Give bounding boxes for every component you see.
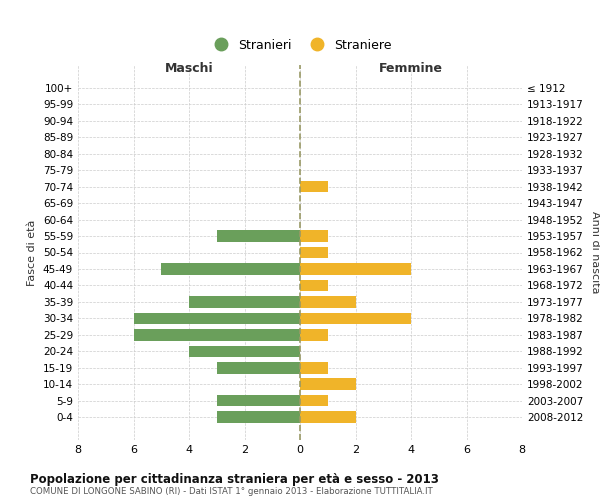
Bar <box>161 263 300 274</box>
Bar <box>300 263 411 274</box>
Legend: Stranieri, Straniere: Stranieri, Straniere <box>203 34 397 56</box>
Bar <box>300 280 328 291</box>
Text: Femmine: Femmine <box>379 62 443 74</box>
Y-axis label: Fasce di età: Fasce di età <box>28 220 37 286</box>
Bar <box>217 362 300 374</box>
Bar <box>300 296 355 308</box>
Bar <box>133 312 300 324</box>
Bar <box>300 362 328 374</box>
Bar <box>300 378 355 390</box>
Bar <box>217 412 300 423</box>
Bar <box>300 412 355 423</box>
Bar <box>300 395 328 406</box>
Bar <box>300 312 411 324</box>
Bar <box>189 296 300 308</box>
Bar <box>217 395 300 406</box>
Bar <box>300 181 328 192</box>
Y-axis label: Anni di nascita: Anni di nascita <box>590 211 600 294</box>
Bar <box>300 329 328 340</box>
Bar <box>189 346 300 357</box>
Text: Popolazione per cittadinanza straniera per età e sesso - 2013: Popolazione per cittadinanza straniera p… <box>30 472 439 486</box>
Text: COMUNE DI LONGONE SABINO (RI) - Dati ISTAT 1° gennaio 2013 - Elaborazione TUTTIT: COMUNE DI LONGONE SABINO (RI) - Dati IST… <box>30 488 433 496</box>
Bar <box>300 230 328 242</box>
Bar <box>133 329 300 340</box>
Bar <box>300 246 328 258</box>
Text: Maschi: Maschi <box>164 62 214 74</box>
Bar <box>217 230 300 242</box>
